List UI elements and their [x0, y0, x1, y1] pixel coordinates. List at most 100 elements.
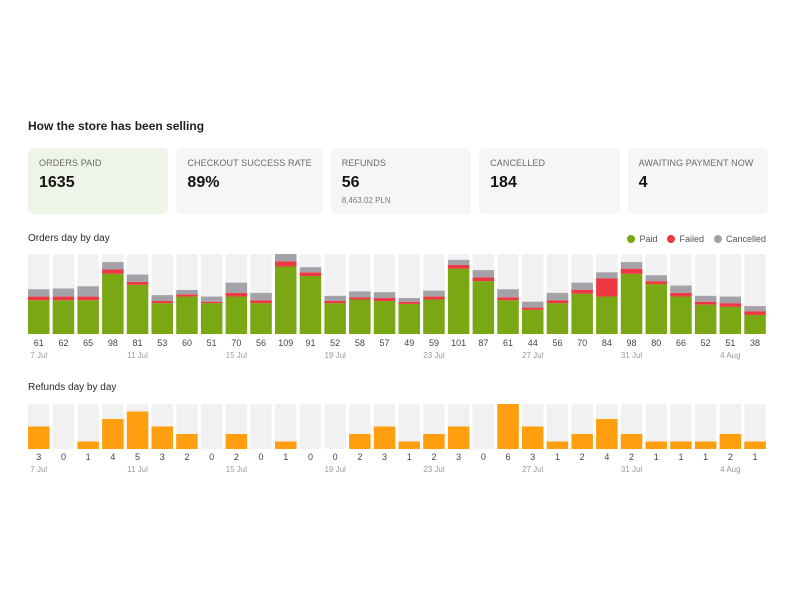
bar-track — [200, 404, 223, 449]
tick-label: 15 Jul — [226, 465, 248, 474]
bar-segment-cancelled — [447, 259, 470, 266]
card-cancelled[interactable]: CANCELLED 184 — [479, 148, 620, 214]
bar-segment-paid — [522, 309, 544, 334]
card-checkout-success-rate[interactable]: CHECKOUT SUCCESS RATE 89% — [176, 148, 323, 214]
data-label: 60 — [182, 338, 192, 348]
data-label: 51 — [725, 338, 735, 348]
card-value: 184 — [490, 174, 517, 191]
bar-segment-failed — [596, 278, 618, 297]
refunds-chart-title: Refunds day by day — [28, 382, 117, 393]
tick-label: 7 Jul — [30, 465, 47, 474]
card-label: REFUNDS — [341, 158, 386, 168]
bar-track — [52, 404, 75, 449]
data-label: 1 — [678, 452, 683, 462]
data-label: 1 — [407, 452, 412, 462]
card-refunds[interactable]: REFUNDS 56 8,463.02 PLN — [330, 148, 472, 214]
data-label: 2 — [728, 452, 733, 462]
bar-segment-paid — [349, 299, 371, 334]
data-label: 56 — [256, 338, 266, 348]
bar-segment-failed — [126, 281, 149, 285]
tick-label: 11 Jul — [127, 351, 148, 360]
bar-track — [324, 404, 346, 449]
bar-segment-cancelled — [497, 289, 519, 298]
bar — [744, 441, 766, 449]
legend-item-failed[interactable]: Failed — [667, 234, 704, 244]
bar-segment-cancelled — [546, 292, 569, 301]
bar-segment-cancelled — [596, 272, 618, 279]
bar-track — [250, 404, 272, 449]
bar-segment-paid — [324, 303, 346, 334]
bar-segment-cancelled — [719, 296, 742, 304]
orders-legend: Paid Failed Cancelled — [627, 234, 766, 244]
card-value: 1635 — [39, 174, 75, 191]
card-label: ORDERS PAID — [39, 158, 102, 168]
data-label: 2 — [357, 452, 362, 462]
tick-label: 4 Aug — [720, 465, 740, 474]
legend-item-paid[interactable]: Paid — [627, 234, 657, 244]
legend-item-cancelled[interactable]: Cancelled — [713, 234, 766, 244]
bar — [275, 441, 297, 449]
bar-segment-cancelled — [126, 274, 149, 282]
card-value: 89% — [187, 174, 220, 191]
card-label: CHECKOUT SUCCESS RATE — [187, 158, 312, 168]
bar-segment-failed — [28, 296, 50, 301]
tick-label: 27 Jul — [522, 465, 544, 474]
data-label: 0 — [481, 452, 486, 462]
bar-segment-cancelled — [349, 291, 371, 298]
data-label: 61 — [34, 338, 44, 348]
data-label: 2 — [184, 452, 189, 462]
bar-segment-paid — [571, 293, 593, 334]
bar-segment-failed — [744, 311, 766, 315]
bar — [398, 441, 420, 449]
data-label: 44 — [528, 338, 538, 348]
data-label: 1 — [555, 452, 560, 462]
bar-segment-paid — [398, 303, 420, 334]
data-label: 3 — [160, 452, 165, 462]
paid-dot-icon — [627, 235, 636, 243]
bar-segment-paid — [102, 273, 124, 334]
tick-label: 31 Jul — [621, 351, 643, 360]
bar-segment-cancelled — [324, 295, 346, 301]
bar-track — [472, 404, 495, 449]
data-label: 52 — [330, 338, 340, 348]
data-label: 1 — [283, 452, 288, 462]
data-label: 2 — [431, 452, 436, 462]
bar-segment-paid — [200, 303, 223, 334]
data-label: 4 — [110, 452, 115, 462]
data-label: 80 — [651, 338, 661, 348]
data-label: 6 — [506, 452, 511, 462]
bar-segment-failed — [52, 296, 75, 301]
bar — [102, 419, 124, 449]
bar-segment-paid — [28, 300, 50, 334]
card-orders-paid[interactable]: ORDERS PAID 1635 — [28, 148, 169, 214]
bar-track — [275, 404, 297, 449]
bar-segment-paid — [151, 303, 173, 334]
data-label: 59 — [429, 338, 439, 348]
data-label: 2 — [234, 452, 239, 462]
bar-segment-failed — [250, 300, 272, 304]
bar-track — [670, 404, 692, 449]
data-label: 1 — [753, 452, 758, 462]
page-title: How the store has been selling — [28, 119, 205, 133]
tick-label: 19 Jul — [324, 465, 346, 474]
bar — [77, 441, 99, 449]
bar-segment-cancelled — [77, 286, 99, 297]
bar-segment-cancelled — [52, 288, 75, 297]
data-label: 3 — [382, 452, 387, 462]
bar-track — [77, 404, 99, 449]
data-label: 56 — [552, 338, 562, 348]
bar-segment-cancelled — [151, 295, 173, 301]
bar-segment-failed — [200, 301, 223, 304]
bar-segment-paid — [546, 303, 569, 334]
bar-segment-paid — [225, 296, 248, 334]
data-label: 4 — [604, 452, 609, 462]
card-awaiting-payment[interactable]: AWAITING PAYMENT NOW 4 — [627, 148, 768, 214]
bar — [645, 441, 667, 449]
card-label: CANCELLED — [490, 158, 546, 168]
data-label: 70 — [577, 338, 587, 348]
bar-segment-paid — [596, 296, 618, 334]
bar — [670, 441, 692, 449]
bar-segment-paid — [645, 284, 667, 334]
bar-segment-paid — [275, 266, 297, 334]
bar — [596, 419, 618, 449]
